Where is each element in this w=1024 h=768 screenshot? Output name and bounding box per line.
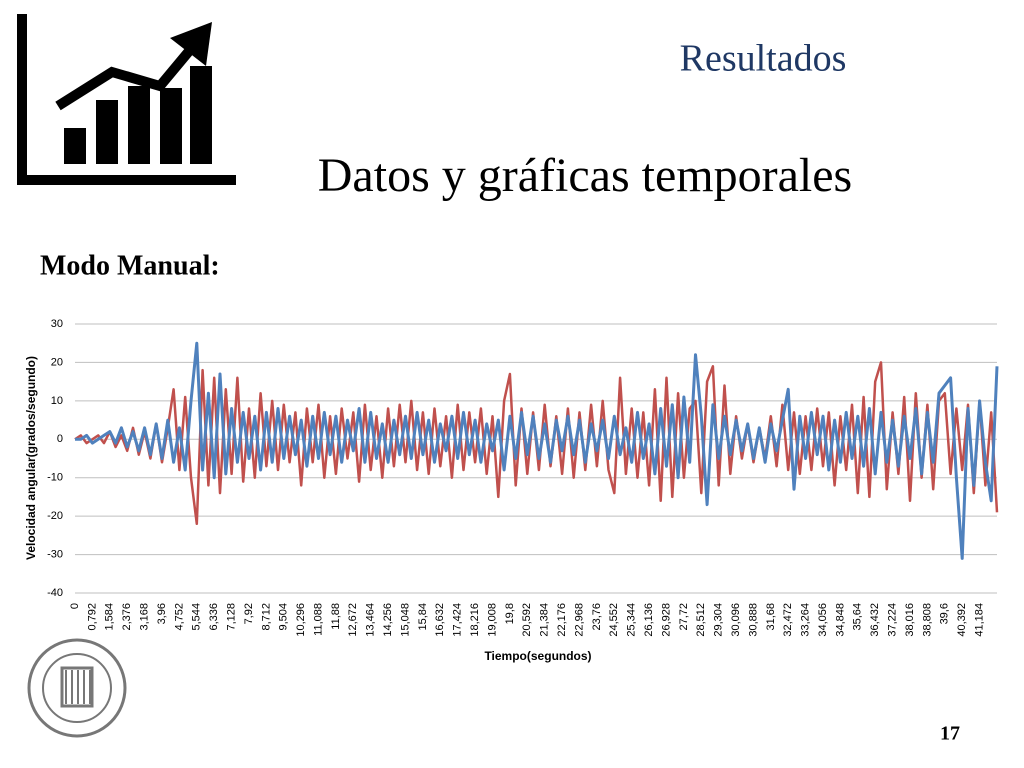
x-tick-label: 21,384 bbox=[539, 603, 551, 637]
x-tick-label: 30,096 bbox=[730, 603, 742, 637]
x-tick-label: 3,168 bbox=[138, 603, 150, 631]
x-tick-label: 31,68 bbox=[765, 603, 777, 631]
x-tick-label: 15,84 bbox=[417, 603, 429, 631]
y-tick-label: 0 bbox=[57, 433, 63, 445]
x-tick-label: 17,424 bbox=[452, 603, 464, 637]
y-tick-label: -10 bbox=[47, 472, 63, 484]
x-tick-label: 11,88 bbox=[330, 603, 342, 630]
subtitle: Modo Manual: bbox=[40, 250, 220, 281]
x-tick-label: 7,128 bbox=[225, 603, 237, 631]
x-tick-label: 36,432 bbox=[869, 603, 881, 637]
x-tick-label: 30,888 bbox=[747, 603, 759, 637]
x-tick-label: 23,76 bbox=[591, 603, 603, 631]
x-tick-label: 12,672 bbox=[347, 603, 359, 637]
y-tick-label: -40 bbox=[47, 587, 63, 599]
x-tick-label: 28,512 bbox=[695, 603, 707, 637]
x-tick-label: 35,64 bbox=[852, 603, 864, 631]
x-tick-label: 16,632 bbox=[434, 603, 446, 637]
x-axis-title: Tiempo(segundos) bbox=[484, 649, 591, 663]
x-tick-label: 22,968 bbox=[573, 603, 585, 637]
x-tick-label: 9,504 bbox=[278, 603, 290, 631]
y-tick-label: 20 bbox=[51, 356, 63, 368]
x-tick-label: 2,376 bbox=[121, 603, 133, 631]
university-logo bbox=[27, 638, 127, 738]
x-tick-label: 20,592 bbox=[521, 603, 533, 637]
x-tick-label: 38,808 bbox=[921, 603, 933, 637]
x-tick-label: 0,792 bbox=[86, 603, 98, 631]
x-tick-label: 37,224 bbox=[887, 603, 899, 637]
x-tick-label: 3,96 bbox=[156, 603, 168, 624]
x-tick-label: 34,848 bbox=[834, 603, 846, 637]
x-tick-label: 0 bbox=[69, 603, 81, 609]
y-axis-title: Velocidad angular(grados/segundo) bbox=[24, 356, 38, 560]
x-tick-label: 40,392 bbox=[956, 603, 968, 637]
x-tick-label: 19,8 bbox=[504, 603, 516, 624]
x-tick-label: 7,92 bbox=[243, 603, 255, 624]
x-tick-label: 6,336 bbox=[208, 603, 220, 631]
y-tick-label: 10 bbox=[51, 395, 63, 407]
x-tick-label: 41,184 bbox=[974, 603, 986, 637]
x-tick-label: 26,928 bbox=[660, 603, 672, 637]
x-tick-label: 14,256 bbox=[382, 603, 394, 637]
x-tick-label: 18,216 bbox=[469, 603, 481, 637]
x-tick-label: 32,472 bbox=[782, 603, 794, 637]
x-tick-label: 25,344 bbox=[626, 603, 638, 637]
x-tick-label: 4,752 bbox=[173, 603, 185, 631]
x-tick-label: 24,552 bbox=[608, 603, 620, 637]
y-tick-label: 30 bbox=[51, 318, 63, 330]
y-tick-label: -30 bbox=[47, 548, 63, 560]
x-tick-label: 10,296 bbox=[295, 603, 307, 637]
x-tick-label: 29,304 bbox=[713, 603, 725, 637]
x-tick-label: 33,264 bbox=[800, 603, 812, 637]
x-tick-label: 39,6 bbox=[939, 603, 951, 624]
line-series bbox=[75, 341, 999, 560]
x-tick-label: 34,056 bbox=[817, 603, 829, 637]
x-tick-label: 1,584 bbox=[104, 603, 116, 631]
x-tick-label: 38,016 bbox=[904, 603, 916, 637]
x-tick-label: 5,544 bbox=[191, 603, 203, 631]
page-number: 17 bbox=[940, 723, 960, 745]
x-tick-label: 11,088 bbox=[312, 603, 324, 636]
x-tick-label: 26,136 bbox=[643, 603, 655, 637]
x-tick-label: 13,464 bbox=[365, 603, 377, 637]
section-title: Resultados bbox=[680, 38, 847, 80]
x-tick-label: 8,712 bbox=[260, 603, 272, 631]
y-tick-label: -20 bbox=[47, 510, 63, 522]
chart-icon bbox=[17, 14, 236, 185]
x-tick-label: 15,048 bbox=[399, 603, 411, 637]
x-tick-label: 22,176 bbox=[556, 603, 568, 637]
slide-title: Datos y gráficas temporales bbox=[318, 149, 852, 202]
x-tick-label: 27,72 bbox=[678, 603, 690, 631]
x-tick-label: 19,008 bbox=[486, 603, 498, 637]
